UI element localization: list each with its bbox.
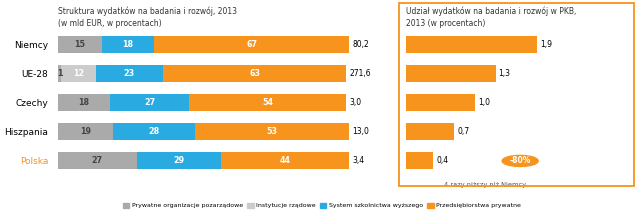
Text: 80,2: 80,2: [352, 40, 369, 49]
Text: Udział wydatków na badania i rozwój w PKB,
2013 (w procentach): Udział wydatków na badania i rozwój w PK…: [406, 6, 576, 28]
Bar: [163, 65, 346, 82]
Bar: [61, 65, 96, 82]
Text: 3,4: 3,4: [352, 156, 365, 165]
Text: -80%: -80%: [509, 156, 531, 165]
Text: 67: 67: [246, 40, 257, 49]
Bar: [137, 153, 221, 169]
Text: 19: 19: [80, 127, 91, 136]
Text: 3,0: 3,0: [349, 98, 361, 107]
Text: 54: 54: [262, 98, 273, 107]
Bar: [406, 36, 538, 53]
Bar: [189, 94, 346, 111]
Legend: Prywatne organizacje pozarządowe, Instytucje rządowe, System szkolnictwa wyższeg: Prywatne organizacje pozarządowe, Instyt…: [120, 200, 524, 211]
Text: 53: 53: [267, 127, 278, 136]
Bar: [221, 153, 349, 169]
Bar: [406, 123, 454, 140]
Text: 23: 23: [124, 69, 135, 78]
Bar: [58, 153, 137, 169]
Bar: [58, 36, 102, 53]
Bar: [58, 65, 61, 82]
Text: 63: 63: [249, 69, 260, 78]
Bar: [406, 153, 433, 169]
Bar: [58, 123, 113, 140]
Text: Struktura wydatków na badania i rozwój, 2013
(w mld EUR, w procentach): Struktura wydatków na badania i rozwój, …: [58, 6, 237, 28]
Text: 271,6: 271,6: [349, 69, 371, 78]
Text: 1,3: 1,3: [498, 69, 511, 78]
Bar: [96, 65, 163, 82]
Text: 27: 27: [144, 98, 155, 107]
Text: 0,7: 0,7: [457, 127, 469, 136]
Text: 4 razy niższy niż Niemcy: 4 razy niższy niż Niemcy: [444, 182, 527, 188]
Bar: [195, 123, 349, 140]
Text: 0,4: 0,4: [436, 156, 448, 165]
Text: 1,0: 1,0: [478, 98, 490, 107]
Text: 27: 27: [91, 156, 103, 165]
Bar: [406, 94, 475, 111]
Text: 13,0: 13,0: [352, 127, 369, 136]
Bar: [102, 36, 154, 53]
Text: 1,9: 1,9: [540, 40, 553, 49]
Bar: [406, 65, 496, 82]
Text: 1: 1: [57, 69, 62, 78]
Bar: [110, 94, 189, 111]
Text: 15: 15: [74, 40, 85, 49]
Bar: [154, 36, 349, 53]
Ellipse shape: [502, 155, 538, 166]
Text: 12: 12: [73, 69, 84, 78]
Text: 28: 28: [148, 127, 160, 136]
Text: 18: 18: [122, 40, 133, 49]
Bar: [113, 123, 195, 140]
Bar: [58, 94, 110, 111]
Text: 44: 44: [279, 156, 290, 165]
Text: 29: 29: [173, 156, 184, 165]
Text: 18: 18: [79, 98, 90, 107]
